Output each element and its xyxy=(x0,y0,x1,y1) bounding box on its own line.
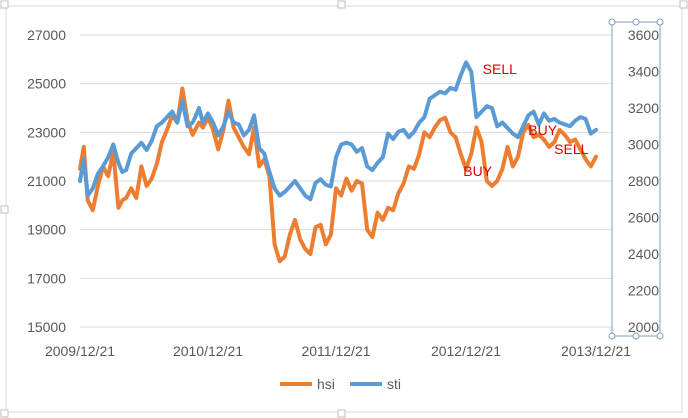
handle-top-middle[interactable] xyxy=(337,0,346,9)
legend[interactable]: hsi sti xyxy=(280,376,401,392)
left-axis: 15000 17000 19000 21000 23000 25000 27000 xyxy=(27,27,66,335)
handle-top-right[interactable] xyxy=(679,0,688,9)
y-left-tick-label: 27000 xyxy=(27,27,66,43)
y-left-tick-label: 23000 xyxy=(27,124,66,140)
x-tick-label: 2013/12/21 xyxy=(561,343,631,359)
annotation-sell: SELL xyxy=(554,141,588,157)
handle-top-left[interactable] xyxy=(0,0,9,9)
x-tick-label: 2011/12/21 xyxy=(301,343,370,359)
annotation-buy: BUY xyxy=(528,122,557,138)
y-right-tick-label: 3600 xyxy=(628,27,659,43)
x-tick-label: 2010/12/21 xyxy=(173,343,243,359)
axis-handle[interactable] xyxy=(656,332,664,340)
y-right-tick-label: 2200 xyxy=(628,283,659,299)
handle-bottom-middle[interactable] xyxy=(337,409,346,418)
series-lines xyxy=(78,60,598,264)
handle-bottom-left[interactable] xyxy=(0,409,9,418)
series-line-hsi[interactable] xyxy=(78,86,598,264)
series-line-sti[interactable] xyxy=(78,60,598,202)
y-left-tick-label: 21000 xyxy=(27,173,66,189)
y-right-tick-label: 3000 xyxy=(628,137,659,153)
y-right-tick-label: 3400 xyxy=(628,64,659,80)
y-left-tick-label: 25000 xyxy=(27,76,66,92)
y-left-tick-label: 17000 xyxy=(27,270,66,286)
annotation-sell: SELL xyxy=(483,61,517,77)
y-right-tick-label: 2800 xyxy=(628,173,659,189)
y-right-tick-label: 2400 xyxy=(628,246,659,262)
x-tick-label: 2009/12/21 xyxy=(45,343,115,359)
x-axis: 2009/12/21 2010/12/21 2011/12/21 2012/12/21… xyxy=(45,343,631,359)
x-tick-label: 2012/12/21 xyxy=(431,343,501,359)
handle-middle-left[interactable] xyxy=(0,205,9,214)
annotation-buy: BUY xyxy=(463,163,492,179)
legend-label-sti: sti xyxy=(387,376,401,392)
y-right-tick-label: 3200 xyxy=(628,100,659,116)
y-right-tick-label: 2000 xyxy=(628,319,659,335)
axis-handle[interactable] xyxy=(632,332,640,340)
axis-handle[interactable] xyxy=(608,18,616,26)
axis-handle[interactable] xyxy=(608,332,616,340)
y-left-tick-label: 19000 xyxy=(27,222,66,238)
legend-label-hsi: hsi xyxy=(317,376,335,392)
y-left-tick-label: 15000 xyxy=(27,319,66,335)
annotations: SELL BUY BUY SELL xyxy=(463,61,588,179)
y-right-tick-label: 2600 xyxy=(628,210,659,226)
axis-handle[interactable] xyxy=(632,18,640,26)
secondary-axis-selection[interactable] xyxy=(608,18,664,340)
axis-handle[interactable] xyxy=(656,18,664,26)
right-axis: 2000 2200 2400 2600 2800 3000 3200 3400 3600 xyxy=(628,27,659,335)
